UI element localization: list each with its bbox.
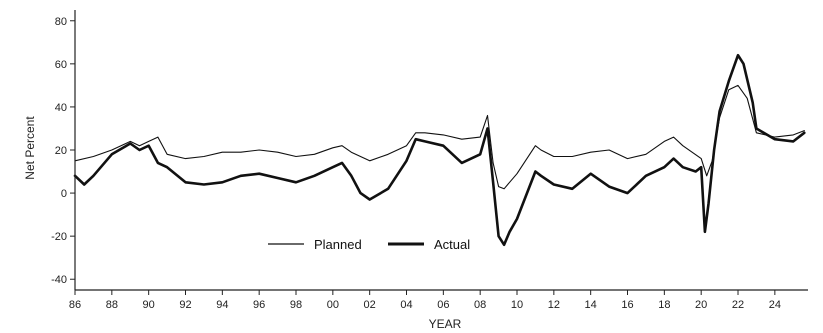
- series-line-planned: [74, 84, 805, 190]
- x-ticks: 86 88 90 92 94 96 98 00 02 04 06 08 10 12 14 16 18 20 22 24: [69, 290, 781, 311]
- y-tick-label: 40: [55, 102, 67, 114]
- x-tick-label: 20: [695, 299, 707, 311]
- series-layer: [73, 53, 806, 247]
- x-axis-title: YEAR: [429, 317, 462, 331]
- x-tick-label: 10: [511, 299, 523, 311]
- x-tick-label: 94: [216, 299, 228, 311]
- x-tick-label: 88: [106, 299, 118, 311]
- legend-label-actual: Actual: [434, 237, 470, 252]
- y-tick-label: 80: [55, 16, 67, 28]
- y-axis-title: Net Percent: [23, 116, 37, 180]
- x-tick-label: 00: [327, 299, 339, 311]
- x-tick-label: 18: [658, 299, 670, 311]
- x-tick-label: 24: [769, 299, 781, 311]
- x-tick-label: 90: [143, 299, 155, 311]
- axes-layer: -40 -20 0 20 40 60 80 86 88 90 92 94 96 98 00 02 04 06 08…: [51, 10, 808, 311]
- y-tick-label: -20: [51, 231, 67, 243]
- y-tick-label: 60: [55, 59, 67, 71]
- x-tick-label: 92: [179, 299, 191, 311]
- x-tick-label: 14: [585, 299, 597, 311]
- legend-label-planned: Planned: [314, 237, 362, 252]
- y-tick-label: 20: [55, 145, 67, 157]
- x-tick-label: 96: [253, 299, 265, 311]
- x-tick-label: 86: [69, 299, 81, 311]
- x-tick-label: 98: [290, 299, 302, 311]
- y-ticks: -40 -20 0 20 40 60 80: [51, 16, 75, 286]
- x-tick-label: 06: [437, 299, 449, 311]
- series-line-actual: [73, 53, 806, 247]
- x-tick-label: 16: [621, 299, 633, 311]
- x-tick-label: 08: [474, 299, 486, 311]
- y-tick-label: -40: [51, 274, 67, 286]
- x-tick-label: 22: [732, 299, 744, 311]
- x-tick-label: 04: [400, 299, 412, 311]
- x-tick-label: 02: [364, 299, 376, 311]
- x-tick-label: 12: [548, 299, 560, 311]
- legend: Planned Actual: [268, 237, 470, 252]
- y-tick-label: 0: [61, 188, 67, 200]
